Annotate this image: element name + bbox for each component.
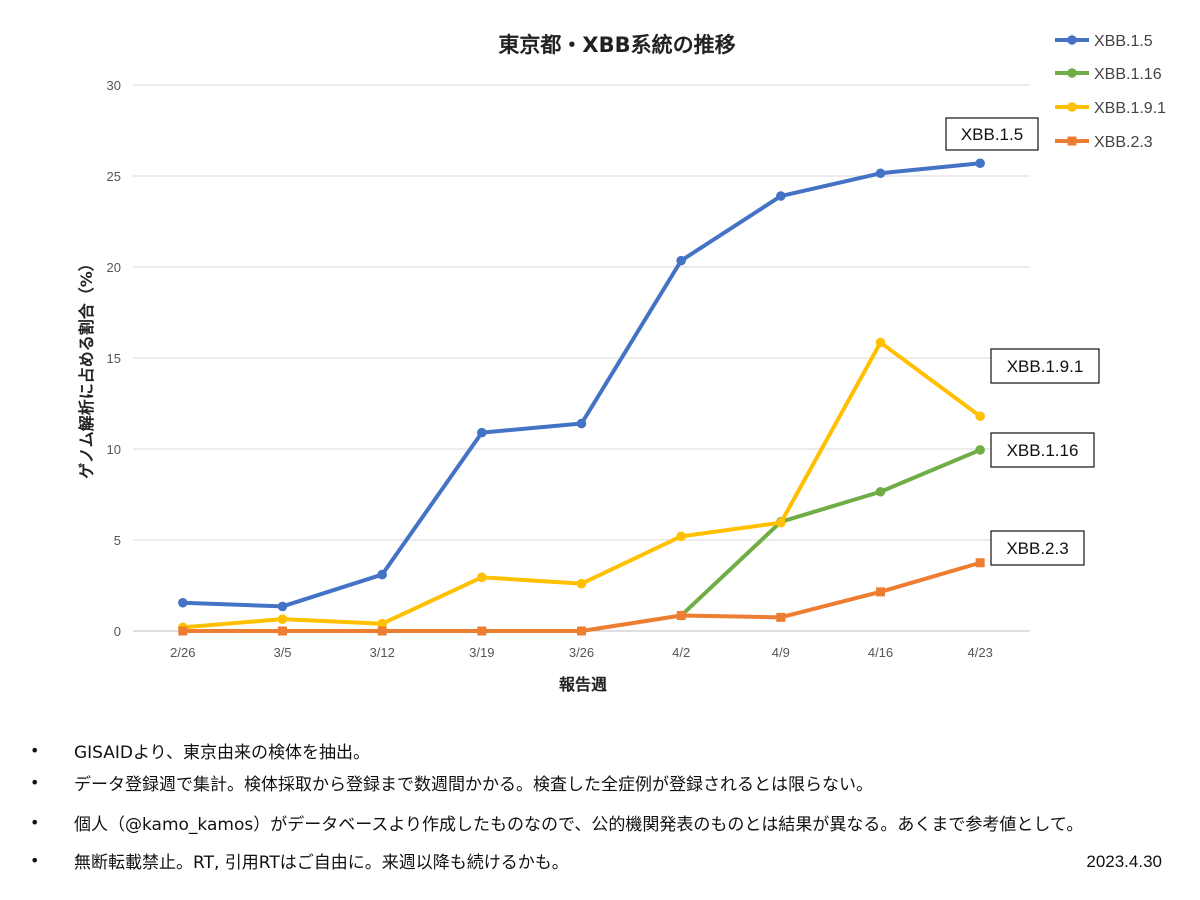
data-point: [277, 614, 288, 624]
legend-label: XBB.2.3: [1094, 134, 1153, 151]
legend-marker: [1067, 102, 1077, 112]
x-tick-label: 4/2: [672, 645, 690, 660]
y-tick-label: 20: [107, 260, 121, 275]
y-tick-label: 10: [107, 442, 121, 457]
gridlines: [133, 84, 1030, 632]
y-tick-label: 30: [107, 78, 121, 93]
x-axis-label: 報告週: [559, 675, 607, 694]
note-text: GISAIDより、東京由来の検体を抽出。: [74, 743, 371, 763]
note-item: • 個人（@kamo_kamos）がデータベースより作成したものなので、公的機関…: [30, 810, 1083, 835]
note-bullet: •: [30, 851, 40, 870]
annotation-label: XBB.2.3: [1006, 539, 1068, 558]
annotation-label: XBB.1.5: [961, 125, 1023, 144]
data-point: [975, 158, 985, 169]
x-tick-label: 3/5: [273, 645, 291, 660]
legend-label: XBB.1.9.1: [1094, 100, 1166, 117]
data-point: [377, 569, 387, 580]
data-point: [377, 626, 387, 636]
y-tick-label: 15: [107, 351, 121, 366]
data-point: [776, 517, 786, 528]
x-tick-label: 3/26: [569, 645, 594, 660]
data-point: [576, 578, 587, 589]
data-point: [875, 486, 886, 497]
annotation-box: [945, 117, 1039, 151]
data-point: [477, 572, 487, 583]
data-point: [676, 255, 686, 266]
y-tick-label: 25: [107, 169, 121, 184]
series-line-xbb-1-16: [679, 447, 983, 618]
data-point: [178, 597, 188, 608]
data-point: [676, 611, 686, 621]
x-tick-label: 3/19: [469, 645, 494, 660]
data-point: [776, 612, 786, 622]
annotation-label: XBB.1.16: [1007, 441, 1079, 460]
series-xbb-1-16: [676, 445, 985, 621]
data-point: [278, 626, 287, 636]
data-point: [576, 418, 587, 429]
annotation-box: [990, 530, 1085, 566]
legend-label: XBB.1.5: [1094, 33, 1153, 50]
data-point: [477, 626, 487, 636]
x-tick-label: 2/26: [170, 645, 195, 660]
legend-label: XBB.1.16: [1094, 66, 1162, 83]
annotation-box: [990, 348, 1100, 384]
data-point: [975, 558, 985, 568]
data-point: [477, 427, 487, 438]
note-item: • GISAIDより、東京由来の検体を抽出。: [30, 738, 370, 763]
series-xbb-1-9-1: [178, 337, 985, 633]
legend-marker: [1067, 35, 1077, 45]
annotation-label: XBB.1.9.1: [1007, 357, 1084, 376]
note-bullet: •: [30, 773, 40, 792]
x-axis-ticks: 2/26 3/5 3/12 3/19 3/26 4/2 4/9 4/16 4/23: [170, 645, 993, 660]
data-point: [277, 601, 288, 612]
note-bullet: •: [30, 741, 40, 760]
series-xbb-2-3: [178, 558, 985, 636]
y-axis-label: ゲノム解析に占める割合（%）: [77, 255, 96, 479]
report-date: 2023.4.30: [1086, 852, 1162, 871]
chart: 東京都・XBB系統の推移 0 5 10 15 20 25 30 2/26 3/5 3/12 3/1…: [77, 33, 1166, 694]
data-point: [776, 191, 786, 201]
data-point: [377, 618, 387, 629]
x-tick-label: 4/9: [772, 645, 790, 660]
data-point: [876, 587, 885, 597]
note-item: • 無断転載禁止。RT, 引用RTはご自由に。来週以降も続けるかも。: [30, 848, 569, 873]
legend-marker: [1067, 68, 1077, 78]
y-axis-ticks: 0 5 10 15 20 25 30: [107, 78, 121, 639]
series-xbb-1-5: [178, 158, 985, 612]
x-tick-label: 4/16: [868, 645, 893, 660]
data-point: [875, 337, 886, 348]
x-tick-label: 4/23: [968, 645, 993, 660]
data-point: [975, 445, 985, 455]
note-text: 無断転載禁止。RT, 引用RTはご自由に。来週以降も続けるかも。: [74, 853, 569, 873]
annotation-box: [990, 432, 1095, 468]
data-point: [975, 411, 985, 422]
legend-marker: [1067, 136, 1077, 146]
data-point: [875, 168, 886, 179]
data-point: [577, 626, 586, 636]
note-text: データ登録週で集計。検体採取から登録まで数週間かかる。検査した全症例が登録される…: [74, 775, 873, 795]
y-tick-label: 5: [114, 533, 121, 548]
note-bullet: •: [30, 813, 40, 832]
note-item: • データ登録週で集計。検体採取から登録まで数週間かかる。検査した全症例が登録さ…: [30, 770, 873, 795]
data-point: [178, 626, 188, 636]
annotations: XBB.1.5 XBB.1.9.1 XBB.1.16 XBB.2.3: [945, 117, 1100, 566]
y-tick-label: 0: [114, 624, 121, 639]
x-tick-label: 3/12: [370, 645, 395, 660]
series-group: [178, 158, 985, 636]
data-point: [676, 531, 686, 542]
note-text: 個人（@kamo_kamos）がデータベースより作成したものなので、公的機関発表…: [74, 815, 1084, 835]
legend: XBB.1.5 XBB.1.16 XBB.1.9.1 XBB.2.3: [1055, 33, 1166, 151]
chart-title: 東京都・XBB系統の推移: [498, 33, 735, 57]
